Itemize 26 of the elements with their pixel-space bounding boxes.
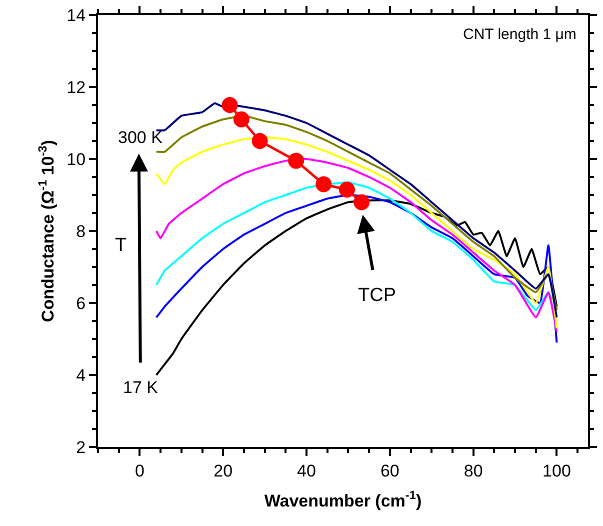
- point: [288, 152, 304, 169]
- annotation: 17 K: [123, 378, 159, 397]
- point: [252, 133, 268, 149]
- point: [233, 111, 250, 128]
- x-tick-label: 80: [464, 461, 483, 480]
- annotation: 300 K: [118, 128, 164, 147]
- y-tick-label: 14: [66, 6, 86, 25]
- y-tick-label: 6: [76, 294, 86, 313]
- annotation: CNT length 1 μm: [463, 26, 576, 43]
- x-axis-title: Wavenumber (cm$^{-1}$): [264, 488, 422, 510]
- point: [354, 194, 370, 210]
- x-tick-label: 40: [297, 461, 316, 480]
- point: [316, 176, 332, 192]
- point: [222, 97, 238, 113]
- y-tick-label: 12: [66, 78, 86, 97]
- x-tick-label: 60: [380, 461, 400, 480]
- y-tick-label: 8: [76, 222, 86, 241]
- annotation: TCP: [358, 285, 396, 306]
- y-tick-label: 4: [76, 366, 86, 385]
- x-tick-label: 100: [542, 461, 571, 480]
- x-tick-label: 0: [134, 461, 144, 480]
- y-tick-label: 10: [66, 150, 86, 169]
- point: [338, 182, 355, 198]
- annotation: T: [115, 235, 127, 256]
- y-tick-label: 2: [76, 438, 86, 457]
- x-tick-label: 20: [214, 461, 233, 480]
